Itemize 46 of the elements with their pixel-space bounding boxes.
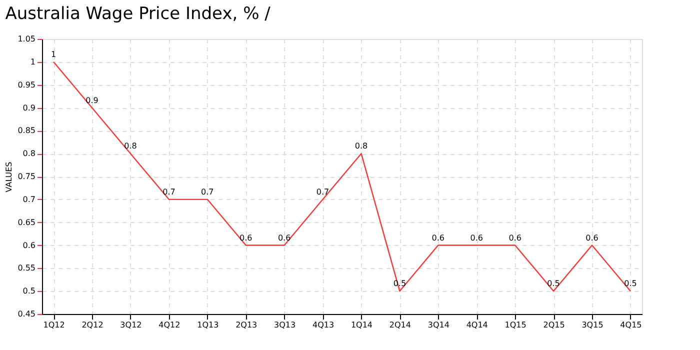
y-tick-label: 0.8 bbox=[22, 149, 36, 158]
data-label: 0.9 bbox=[86, 96, 98, 105]
x-tick-label: 1Q12 bbox=[43, 320, 65, 330]
x-tick-label: 4Q13 bbox=[312, 320, 334, 330]
x-tick-label: 4Q14 bbox=[466, 320, 488, 330]
data-label: 0.7 bbox=[201, 187, 214, 196]
data-label: 0.6 bbox=[586, 233, 598, 242]
y-tick-label: 1.05 bbox=[18, 34, 36, 44]
y-tick-label: 0.55 bbox=[18, 264, 36, 273]
x-tick-label: 2Q13 bbox=[236, 320, 258, 330]
y-tick-label: 1 bbox=[30, 57, 36, 66]
chart-title: Australia Wage Price Index, % / bbox=[5, 4, 271, 24]
data-label: 0.7 bbox=[316, 187, 330, 196]
y-tick-label: 0.6 bbox=[22, 240, 36, 250]
x-tick-label: 3Q13 bbox=[274, 320, 296, 330]
data-label: 0.7 bbox=[162, 187, 176, 196]
y-tick-label: 0.45 bbox=[18, 310, 36, 318]
data-label: 0.5 bbox=[624, 279, 637, 288]
data-label: 0.8 bbox=[354, 142, 368, 151]
data-label: 0.6 bbox=[239, 233, 252, 242]
x-tick-label: 4Q15 bbox=[620, 320, 642, 330]
x-tick-label: 1Q15 bbox=[504, 320, 526, 330]
x-tick-label: 2Q12 bbox=[82, 320, 104, 330]
x-tick-label: 3Q12 bbox=[120, 320, 142, 330]
y-tick-label: 0.75 bbox=[18, 172, 36, 181]
y-tick-label: 0.7 bbox=[22, 194, 36, 204]
y-tick-label: 0.5 bbox=[22, 286, 36, 296]
x-tick-label: 2Q14 bbox=[389, 320, 411, 330]
y-tick-label: 0.9 bbox=[22, 103, 36, 112]
x-tick-label: 3Q15 bbox=[582, 320, 604, 330]
data-label: 0.6 bbox=[470, 233, 483, 242]
data-label: 0.5 bbox=[547, 279, 560, 288]
y-tick-label: 0.65 bbox=[18, 218, 36, 227]
x-tick-label: 1Q13 bbox=[197, 320, 219, 330]
data-label: 0.8 bbox=[124, 142, 137, 151]
data-label: 0.6 bbox=[432, 233, 445, 242]
data-label: 0.6 bbox=[278, 233, 291, 242]
data-label: 0.6 bbox=[508, 233, 522, 242]
x-tick-label: 3Q14 bbox=[428, 320, 450, 330]
x-tick-label: 4Q12 bbox=[158, 320, 180, 330]
data-label: 1 bbox=[50, 50, 56, 59]
x-tick-label: 1Q14 bbox=[350, 320, 373, 330]
y-tick-label: 0.85 bbox=[18, 126, 36, 136]
y-axis-title: VALUES bbox=[4, 162, 14, 192]
y-tick-label: 0.95 bbox=[18, 80, 36, 90]
x-tick-label: 2Q15 bbox=[543, 320, 565, 330]
